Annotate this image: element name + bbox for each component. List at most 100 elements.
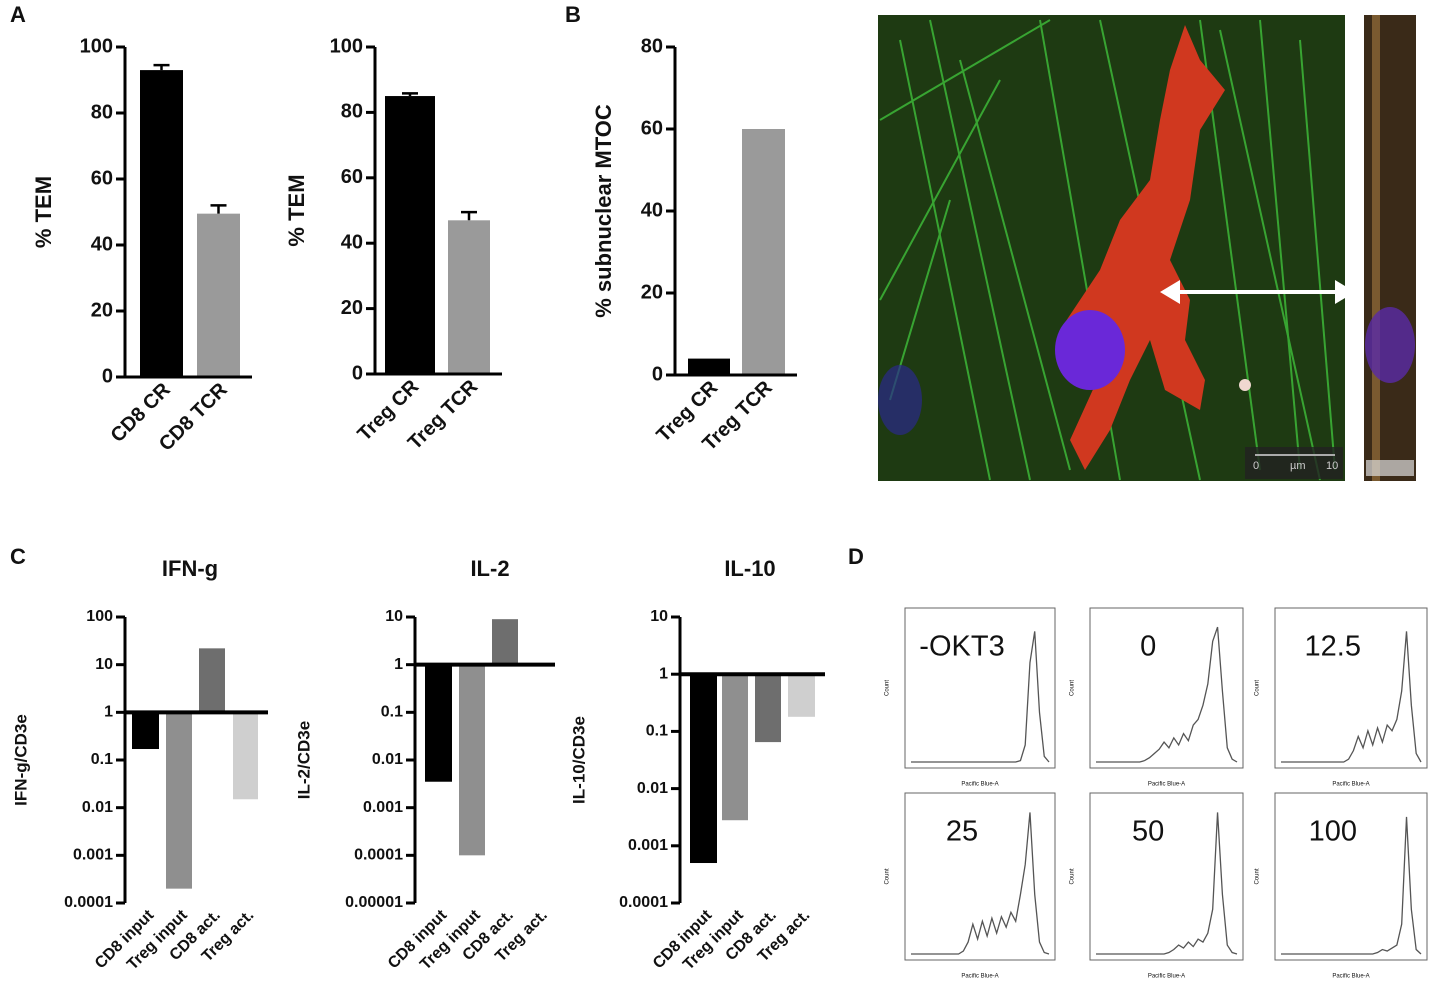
panel-label: D: [848, 544, 864, 569]
bar: [140, 70, 183, 377]
panel-label: C: [10, 544, 26, 569]
histogram-label: 100: [1309, 816, 1357, 848]
panel-label: A: [10, 2, 26, 27]
bar: [459, 664, 485, 856]
scale-label: 10: [1326, 460, 1338, 472]
bar: [385, 96, 435, 375]
y-axis-label: Count: [1070, 868, 1076, 884]
y-tick-label: 0.001: [363, 799, 403, 816]
y-tick-label: 0.00001: [345, 894, 403, 911]
y-tick-label: 80: [91, 101, 113, 123]
y-tick-label: 10: [385, 608, 403, 625]
error-bar: [210, 204, 227, 214]
y-tick-label: 80: [641, 35, 663, 57]
y-axis-label: Count: [885, 868, 891, 884]
plot-frame: [1089, 792, 1244, 961]
y-tick-label: 0.1: [381, 704, 403, 721]
bar: [492, 619, 518, 665]
scale-label: µm: [1290, 460, 1306, 472]
y-axis-label: % TEM: [284, 174, 309, 246]
y-tick-label: 1: [104, 704, 113, 721]
y-tick-label: 1: [659, 665, 668, 682]
bar: [197, 213, 240, 377]
y-tick-label: 20: [341, 297, 363, 319]
bar: [199, 648, 225, 713]
y-axis-label: Count: [1255, 680, 1261, 696]
histogram-line: [1096, 812, 1238, 955]
y-tick-label: 80: [341, 101, 363, 123]
plot-frame: [1089, 607, 1244, 769]
scale-label: 0: [1253, 460, 1259, 472]
y-tick-label: 0.0001: [64, 894, 113, 911]
y-axis-label: IL-10/CD3e: [569, 716, 588, 804]
y-tick-label: 0: [652, 363, 663, 385]
y-tick-label: 0.001: [628, 837, 668, 854]
x-axis-label: Pacific Blue-A: [1148, 974, 1185, 980]
chart-title: IL-10: [724, 556, 775, 581]
chart-title: IFN-g: [162, 556, 218, 581]
bar: [755, 674, 781, 743]
panel-label: B: [565, 2, 581, 27]
histogram-label: -OKT3: [919, 631, 1004, 663]
bar: [690, 674, 717, 864]
bar: [166, 712, 192, 889]
y-tick-label: 100: [80, 35, 113, 57]
bar: [742, 129, 785, 375]
histogram-line: [911, 812, 1050, 955]
micrograph: 0 µm 10: [878, 15, 1416, 481]
y-tick-label: 0.001: [73, 847, 113, 864]
plot-frame: [904, 607, 1056, 769]
error-bar: [402, 92, 418, 97]
error-bar: [461, 210, 477, 221]
x-axis-label: Pacific Blue-A: [1332, 782, 1369, 788]
y-tick-label: 0.1: [91, 751, 113, 768]
y-axis-label: IFN-g/CD3e: [11, 714, 30, 806]
y-axis-label: Count: [1070, 680, 1076, 696]
y-axis-label: % subnuclear MTOC: [591, 104, 616, 318]
histogram-label: 25: [946, 816, 978, 848]
x-axis-label: Pacific Blue-A: [961, 782, 998, 788]
histogram-label: 12.5: [1305, 631, 1361, 663]
y-tick-label: 0: [102, 365, 113, 387]
y-tick-label: 1: [394, 656, 403, 673]
plot-frame: [1274, 792, 1428, 961]
y-axis-label: Count: [1255, 868, 1261, 884]
y-tick-label: 40: [91, 233, 113, 255]
bar: [132, 712, 159, 750]
bar: [788, 674, 815, 717]
bar: [448, 220, 490, 374]
y-tick-label: 40: [641, 199, 663, 221]
y-tick-label: 20: [91, 299, 113, 321]
y-tick-label: 20: [641, 281, 663, 303]
y-axis-label: IL-2/CD3e: [294, 721, 313, 799]
x-axis-label: Pacific Blue-A: [961, 974, 998, 980]
plot-frame: [904, 792, 1056, 961]
y-tick-label: 10: [95, 656, 113, 673]
histogram-line: [1096, 626, 1238, 763]
y-tick-label: 0.1: [646, 723, 668, 740]
y-tick-label: 10: [650, 608, 668, 625]
bar: [722, 674, 748, 821]
y-tick-label: 0.01: [372, 751, 403, 768]
x-axis-label: Pacific Blue-A: [1332, 974, 1369, 980]
y-tick-label: 0.01: [637, 780, 668, 797]
bar: [425, 664, 452, 782]
y-axis-label: % TEM: [31, 176, 56, 248]
histogram-line: [911, 631, 1050, 763]
error-bar: [153, 63, 170, 71]
y-tick-label: 0.01: [82, 799, 113, 816]
histogram-line: [1281, 631, 1422, 763]
plot-frame: [1274, 607, 1428, 769]
y-tick-label: 0.0001: [354, 847, 403, 864]
histogram-label: 50: [1132, 816, 1164, 848]
bar: [688, 358, 730, 375]
y-tick-label: 60: [341, 166, 363, 188]
bar: [233, 712, 258, 800]
y-tick-label: 0: [352, 362, 363, 384]
y-axis-label: Count: [885, 680, 891, 696]
histogram-label: 0: [1140, 631, 1156, 663]
y-tick-label: 100: [330, 35, 363, 57]
y-tick-label: 60: [91, 167, 113, 189]
x-axis-label: Pacific Blue-A: [1148, 782, 1185, 788]
